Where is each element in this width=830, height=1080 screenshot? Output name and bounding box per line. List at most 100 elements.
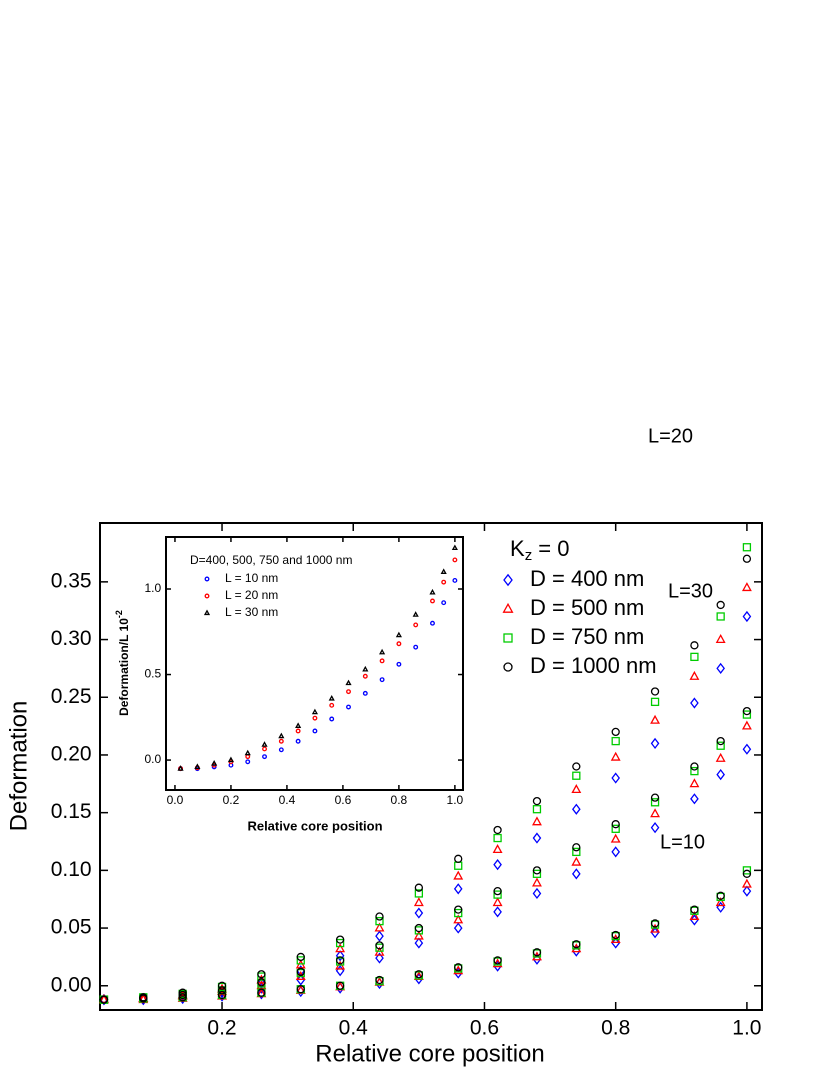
inset-point [430, 598, 435, 604]
point [572, 843, 581, 852]
point [295, 970, 306, 980]
point [257, 988, 266, 1000]
point [454, 854, 463, 863]
point [493, 886, 502, 896]
point [572, 868, 581, 880]
x-tick-label: 0.2 [207, 1016, 236, 1039]
point [650, 822, 660, 834]
inset-point [441, 600, 447, 606]
inset-point [430, 620, 435, 626]
point [414, 889, 424, 898]
inset-point [362, 690, 368, 696]
point [571, 943, 582, 953]
point [741, 720, 752, 730]
legend-label: D = 1000 nm [530, 653, 657, 678]
point [374, 922, 385, 932]
inset-point [429, 588, 436, 595]
point [296, 952, 305, 962]
inset-point [177, 765, 184, 771]
point [493, 833, 502, 843]
point [454, 963, 463, 972]
point [715, 897, 726, 907]
point [742, 743, 752, 755]
point [492, 897, 503, 907]
inset-point [312, 715, 318, 721]
point [414, 926, 424, 935]
point [690, 641, 699, 650]
point [454, 905, 463, 914]
point [611, 736, 620, 746]
inset-point [227, 756, 235, 763]
legend-marker [503, 633, 513, 643]
point [690, 914, 699, 926]
point [690, 762, 699, 771]
inset-point [261, 741, 268, 747]
y-axis-label: Deformation [5, 701, 32, 832]
inset-legend-label: L = 20 nm [225, 588, 278, 602]
inset-point [362, 665, 369, 672]
point [532, 887, 542, 900]
point [611, 727, 620, 737]
inset-title: D=400, 500, 750 and 1000 nm [190, 553, 352, 567]
inset-point [441, 579, 447, 585]
inset-point [396, 661, 402, 667]
point [178, 990, 187, 1000]
point [296, 974, 306, 986]
point [375, 916, 384, 926]
point [715, 634, 726, 644]
legend-marker [503, 573, 513, 587]
point [650, 793, 660, 802]
point [716, 768, 725, 781]
inset-point [412, 611, 419, 617]
inset-point [452, 557, 458, 563]
point [690, 697, 699, 709]
legend-label: D = 500 nm [530, 595, 644, 620]
y-tick-label: 0.0 [145, 752, 162, 766]
inset-point [451, 544, 458, 551]
point [572, 803, 581, 815]
point [532, 951, 542, 961]
point [257, 978, 266, 987]
y-tick-label: 0.35 [51, 569, 92, 592]
point [610, 751, 621, 761]
inset-point [379, 648, 386, 655]
point [742, 869, 752, 878]
inset-point [440, 568, 447, 574]
point [572, 762, 581, 771]
point [493, 858, 502, 871]
point [610, 934, 621, 944]
point [611, 824, 620, 833]
inset-point [262, 754, 267, 760]
inset-legend-label: L = 10 nm [225, 571, 278, 585]
point [217, 986, 227, 995]
point [650, 697, 660, 707]
point [532, 877, 542, 887]
point [493, 906, 502, 918]
point [375, 975, 384, 985]
point [532, 805, 542, 814]
point [414, 923, 424, 933]
point [571, 856, 582, 866]
point [716, 736, 725, 746]
point [650, 714, 661, 724]
point [532, 866, 542, 875]
point [742, 554, 752, 563]
inset-point [346, 704, 351, 710]
point [217, 981, 227, 990]
inset-point [278, 732, 285, 739]
x-tick-label: 0.4 [279, 793, 296, 807]
point [532, 948, 542, 957]
inset-point [345, 679, 352, 686]
point [742, 610, 752, 623]
point [257, 988, 266, 997]
point [650, 687, 660, 696]
legend-title: Kz = 0 [510, 536, 570, 564]
point [742, 866, 752, 875]
point [532, 832, 542, 844]
point [453, 870, 464, 880]
point [414, 937, 424, 949]
point [650, 798, 660, 807]
inset-point [245, 759, 251, 765]
y-tick-label: 0.20 [51, 743, 92, 766]
point [99, 993, 109, 1006]
